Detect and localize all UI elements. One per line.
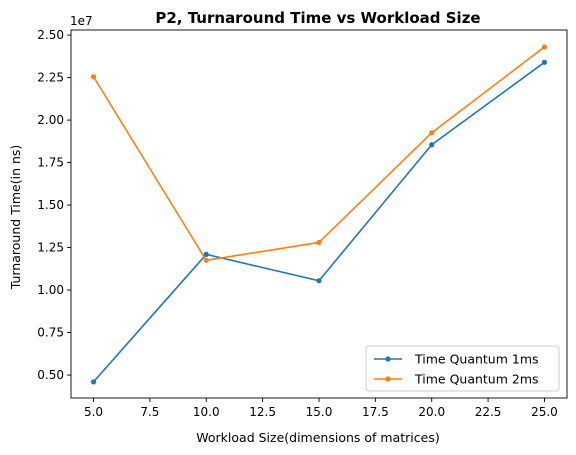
data-point — [203, 251, 209, 257]
legend-label: Time Quantum 1ms — [414, 352, 539, 367]
data-point — [541, 44, 548, 50]
y-offset-text: 1e7 — [70, 14, 93, 28]
legend-marker — [385, 376, 391, 382]
x-tick-label: 10.0 — [193, 405, 220, 419]
series-line — [92, 46, 545, 262]
legend-box — [365, 345, 560, 392]
x-tick-label: 22.5 — [475, 405, 502, 419]
series-line — [92, 61, 545, 383]
y-tick-label: 2.25 — [37, 71, 64, 85]
data-point — [316, 239, 322, 246]
data-point — [90, 74, 97, 80]
x-tick-label: 17.5 — [362, 405, 389, 419]
data-point — [90, 379, 97, 385]
data-point — [541, 59, 548, 65]
y-tick-label: 1.50 — [37, 198, 64, 212]
legend-marker — [385, 356, 391, 362]
y-tick-label: 1.75 — [37, 156, 64, 170]
x-tick-label: 25.0 — [531, 405, 558, 419]
legend-label: Time Quantum 2ms — [414, 372, 539, 387]
y-tick-label: 1.25 — [37, 241, 64, 255]
x-tick-label: 5.0 — [84, 405, 103, 419]
y-axis-label: Turnaround Time(in ns) — [8, 145, 23, 291]
y-tick-label: 0.50 — [37, 368, 64, 382]
x-tick-label: 7.5 — [140, 405, 159, 419]
data-point — [203, 257, 209, 263]
y-tick-label: 2.50 — [37, 28, 64, 42]
y-tick-label: 1.00 — [37, 283, 64, 297]
data-point — [316, 278, 322, 284]
x-tick-label: 12.5 — [249, 405, 276, 419]
axes-frame — [70, 29, 568, 399]
plot-area: 5.0 7.5 10.0 12.5 15.0 17.5 20.0 22.5 25.0 0.50 0.… — [37, 28, 568, 419]
chart-title: P2, Turnaround Time vs Workload Size — [155, 9, 480, 27]
data-point — [429, 130, 435, 136]
x-tick-label: 15.0 — [306, 405, 333, 419]
y-tick-label: 0.75 — [37, 326, 64, 340]
legend: Time Quantum 1ms Time Quantum 2ms — [365, 345, 560, 392]
y-tick-label: 2.00 — [37, 113, 64, 127]
x-tick-label: 20.0 — [418, 405, 445, 419]
data-point — [429, 142, 435, 148]
x-axis-label: Workload Size(dimensions of matrices) — [196, 430, 439, 445]
